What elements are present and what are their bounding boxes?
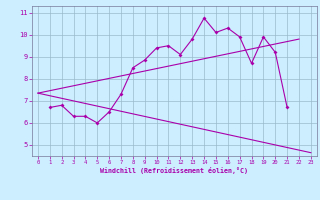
X-axis label: Windchill (Refroidissement éolien,°C): Windchill (Refroidissement éolien,°C) <box>100 167 248 174</box>
